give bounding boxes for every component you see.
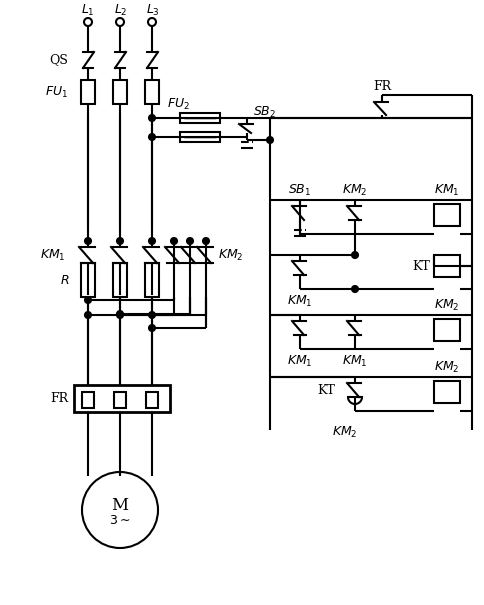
Circle shape <box>117 312 123 318</box>
Text: $L_3$: $L_3$ <box>146 2 160 18</box>
Circle shape <box>187 238 193 244</box>
Text: $KM_2$: $KM_2$ <box>332 425 358 440</box>
Text: $SB_1$: $SB_1$ <box>288 183 312 198</box>
Text: FR: FR <box>373 80 391 94</box>
Circle shape <box>117 311 123 317</box>
Circle shape <box>116 18 124 26</box>
Bar <box>434 319 460 341</box>
Text: $R$: $R$ <box>60 273 70 287</box>
Bar <box>434 204 460 226</box>
Circle shape <box>352 286 358 292</box>
Bar <box>145 263 159 297</box>
Circle shape <box>149 115 155 121</box>
Bar <box>146 392 158 408</box>
Circle shape <box>84 18 92 26</box>
Bar <box>145 80 159 104</box>
Bar <box>113 263 127 297</box>
Text: $L_2$: $L_2$ <box>114 2 128 18</box>
Bar <box>81 80 95 104</box>
Bar <box>82 392 94 408</box>
Bar <box>434 381 460 403</box>
Text: KT: KT <box>412 260 430 272</box>
Circle shape <box>148 18 156 26</box>
Circle shape <box>85 312 91 318</box>
Circle shape <box>171 238 177 244</box>
Text: $SB_2$: $SB_2$ <box>254 105 276 120</box>
Circle shape <box>149 238 155 244</box>
Bar <box>180 113 220 123</box>
Text: $KM_2$: $KM_2$ <box>434 298 460 313</box>
Bar <box>180 132 220 142</box>
Bar <box>74 385 170 412</box>
Text: $3\sim$: $3\sim$ <box>109 514 131 528</box>
Text: $KM_1$: $KM_1$ <box>287 293 313 309</box>
Circle shape <box>267 137 273 143</box>
Text: QS: QS <box>49 53 68 67</box>
Text: $KM_2$: $KM_2$ <box>342 183 368 198</box>
Circle shape <box>149 134 155 140</box>
Bar <box>114 392 126 408</box>
Circle shape <box>85 297 91 303</box>
Circle shape <box>117 238 123 244</box>
Circle shape <box>82 472 158 548</box>
Text: $KM_2$: $KM_2$ <box>218 247 243 263</box>
Text: FR: FR <box>50 391 68 405</box>
Text: $KM_1$: $KM_1$ <box>342 353 368 368</box>
Text: KT: KT <box>317 385 335 397</box>
Bar <box>434 255 460 277</box>
Circle shape <box>149 312 155 318</box>
Circle shape <box>149 325 155 331</box>
Text: $KM_1$: $KM_1$ <box>40 247 66 263</box>
Text: $FU_1$: $FU_1$ <box>45 85 68 100</box>
Text: $KM_2$: $KM_2$ <box>434 359 460 374</box>
Text: $L_1$: $L_1$ <box>81 2 95 18</box>
Bar <box>81 263 95 297</box>
Text: $FU_2$: $FU_2$ <box>167 96 190 111</box>
Text: M: M <box>111 497 129 514</box>
Bar <box>113 80 127 104</box>
Circle shape <box>203 238 209 244</box>
Text: $KM_1$: $KM_1$ <box>434 183 460 198</box>
Text: $KM_1$: $KM_1$ <box>287 353 313 368</box>
Circle shape <box>352 252 358 258</box>
Circle shape <box>85 238 91 244</box>
